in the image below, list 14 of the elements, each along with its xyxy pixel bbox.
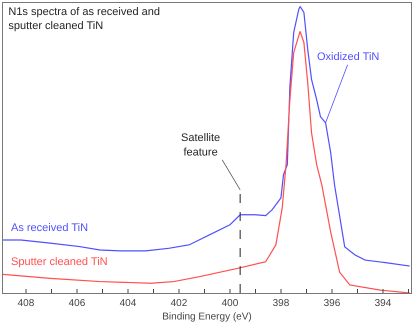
x-tick-label: 396 bbox=[324, 298, 341, 309]
x-tick-label: 394 bbox=[374, 298, 392, 309]
x-tick-label: 398 bbox=[272, 298, 290, 309]
text: N1s spectra of as received and sputter cleaned TiN bbox=[8, 6, 160, 32]
x-tick-label: 400 bbox=[222, 298, 239, 309]
ref-line-label: Satellite feature bbox=[181, 132, 220, 158]
series-label: As received TiN bbox=[11, 222, 88, 234]
x-tick-label: 406 bbox=[68, 298, 86, 309]
annotation: Oxidized TiN bbox=[317, 51, 380, 63]
series-label: Sputter cleaned TiN bbox=[11, 256, 108, 268]
x-axis-title: Binding Energy (eV) bbox=[162, 312, 252, 322]
x-tick-label: 408 bbox=[18, 298, 35, 309]
x-tick-label: 402 bbox=[170, 298, 188, 309]
x-tick-label: 404 bbox=[120, 298, 137, 309]
